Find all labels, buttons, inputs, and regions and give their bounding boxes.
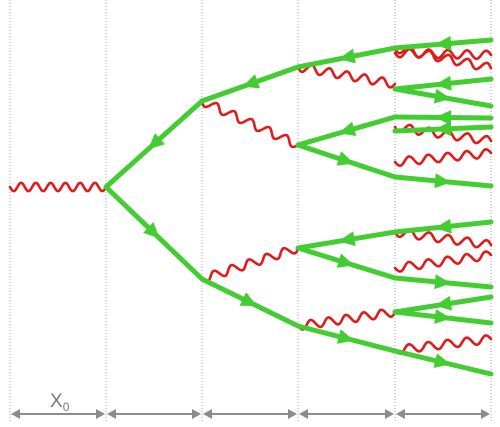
- photon-line: [296, 308, 397, 331]
- scale-arrowhead: [107, 409, 116, 419]
- scale-arrowhead: [192, 409, 201, 419]
- electron-arrowhead: [435, 295, 453, 311]
- photon-line: [393, 47, 493, 61]
- scale-arrowhead: [11, 409, 20, 419]
- electron-arrowhead: [338, 121, 357, 136]
- electron-arrowhead: [434, 173, 451, 189]
- photon-line: [393, 250, 493, 273]
- electron-lines: [103, 35, 494, 377]
- electron-arrowhead: [148, 133, 165, 150]
- electron-arrowhead: [338, 48, 356, 64]
- photon-line: [296, 63, 397, 89]
- photon-line: [200, 99, 300, 149]
- electron-arrowhead: [435, 75, 452, 91]
- scale-arrowhead: [288, 409, 297, 419]
- electron-arrowhead: [435, 218, 452, 234]
- electron-arrowhead: [434, 274, 451, 290]
- scale-arrowhead: [396, 409, 405, 419]
- electron-arrowhead: [435, 110, 452, 126]
- x0-label-subscript: 0: [63, 400, 70, 414]
- photon-line: [8, 181, 108, 193]
- electron-arrowhead: [242, 74, 261, 89]
- scale-arrowhead: [203, 409, 212, 419]
- radiation-length-scale: [11, 409, 490, 419]
- electron-arrowhead: [143, 222, 160, 239]
- electron-arrowhead: [336, 151, 355, 166]
- electron-arrowhead: [433, 88, 451, 104]
- electron-arrowhead: [239, 292, 258, 307]
- photon-line: [200, 246, 300, 283]
- electron-arrowhead: [434, 309, 451, 325]
- electron-arrowhead: [433, 353, 451, 368]
- scale-arrowhead: [96, 409, 105, 419]
- photon-line: [393, 334, 493, 355]
- electron-arrowhead: [435, 35, 452, 51]
- photon-line: [393, 123, 493, 145]
- electron-arrowhead: [336, 329, 355, 344]
- scale-arrowhead: [481, 409, 490, 419]
- electron-arrowhead: [336, 253, 355, 268]
- scale-arrowhead: [299, 409, 308, 419]
- photon-line: [393, 148, 493, 167]
- scale-arrowhead: [385, 409, 394, 419]
- x0-label: X0: [50, 391, 70, 414]
- electron-arrowhead: [435, 121, 452, 137]
- electron-arrowhead: [338, 231, 356, 247]
- x0-label-main: X: [50, 391, 63, 412]
